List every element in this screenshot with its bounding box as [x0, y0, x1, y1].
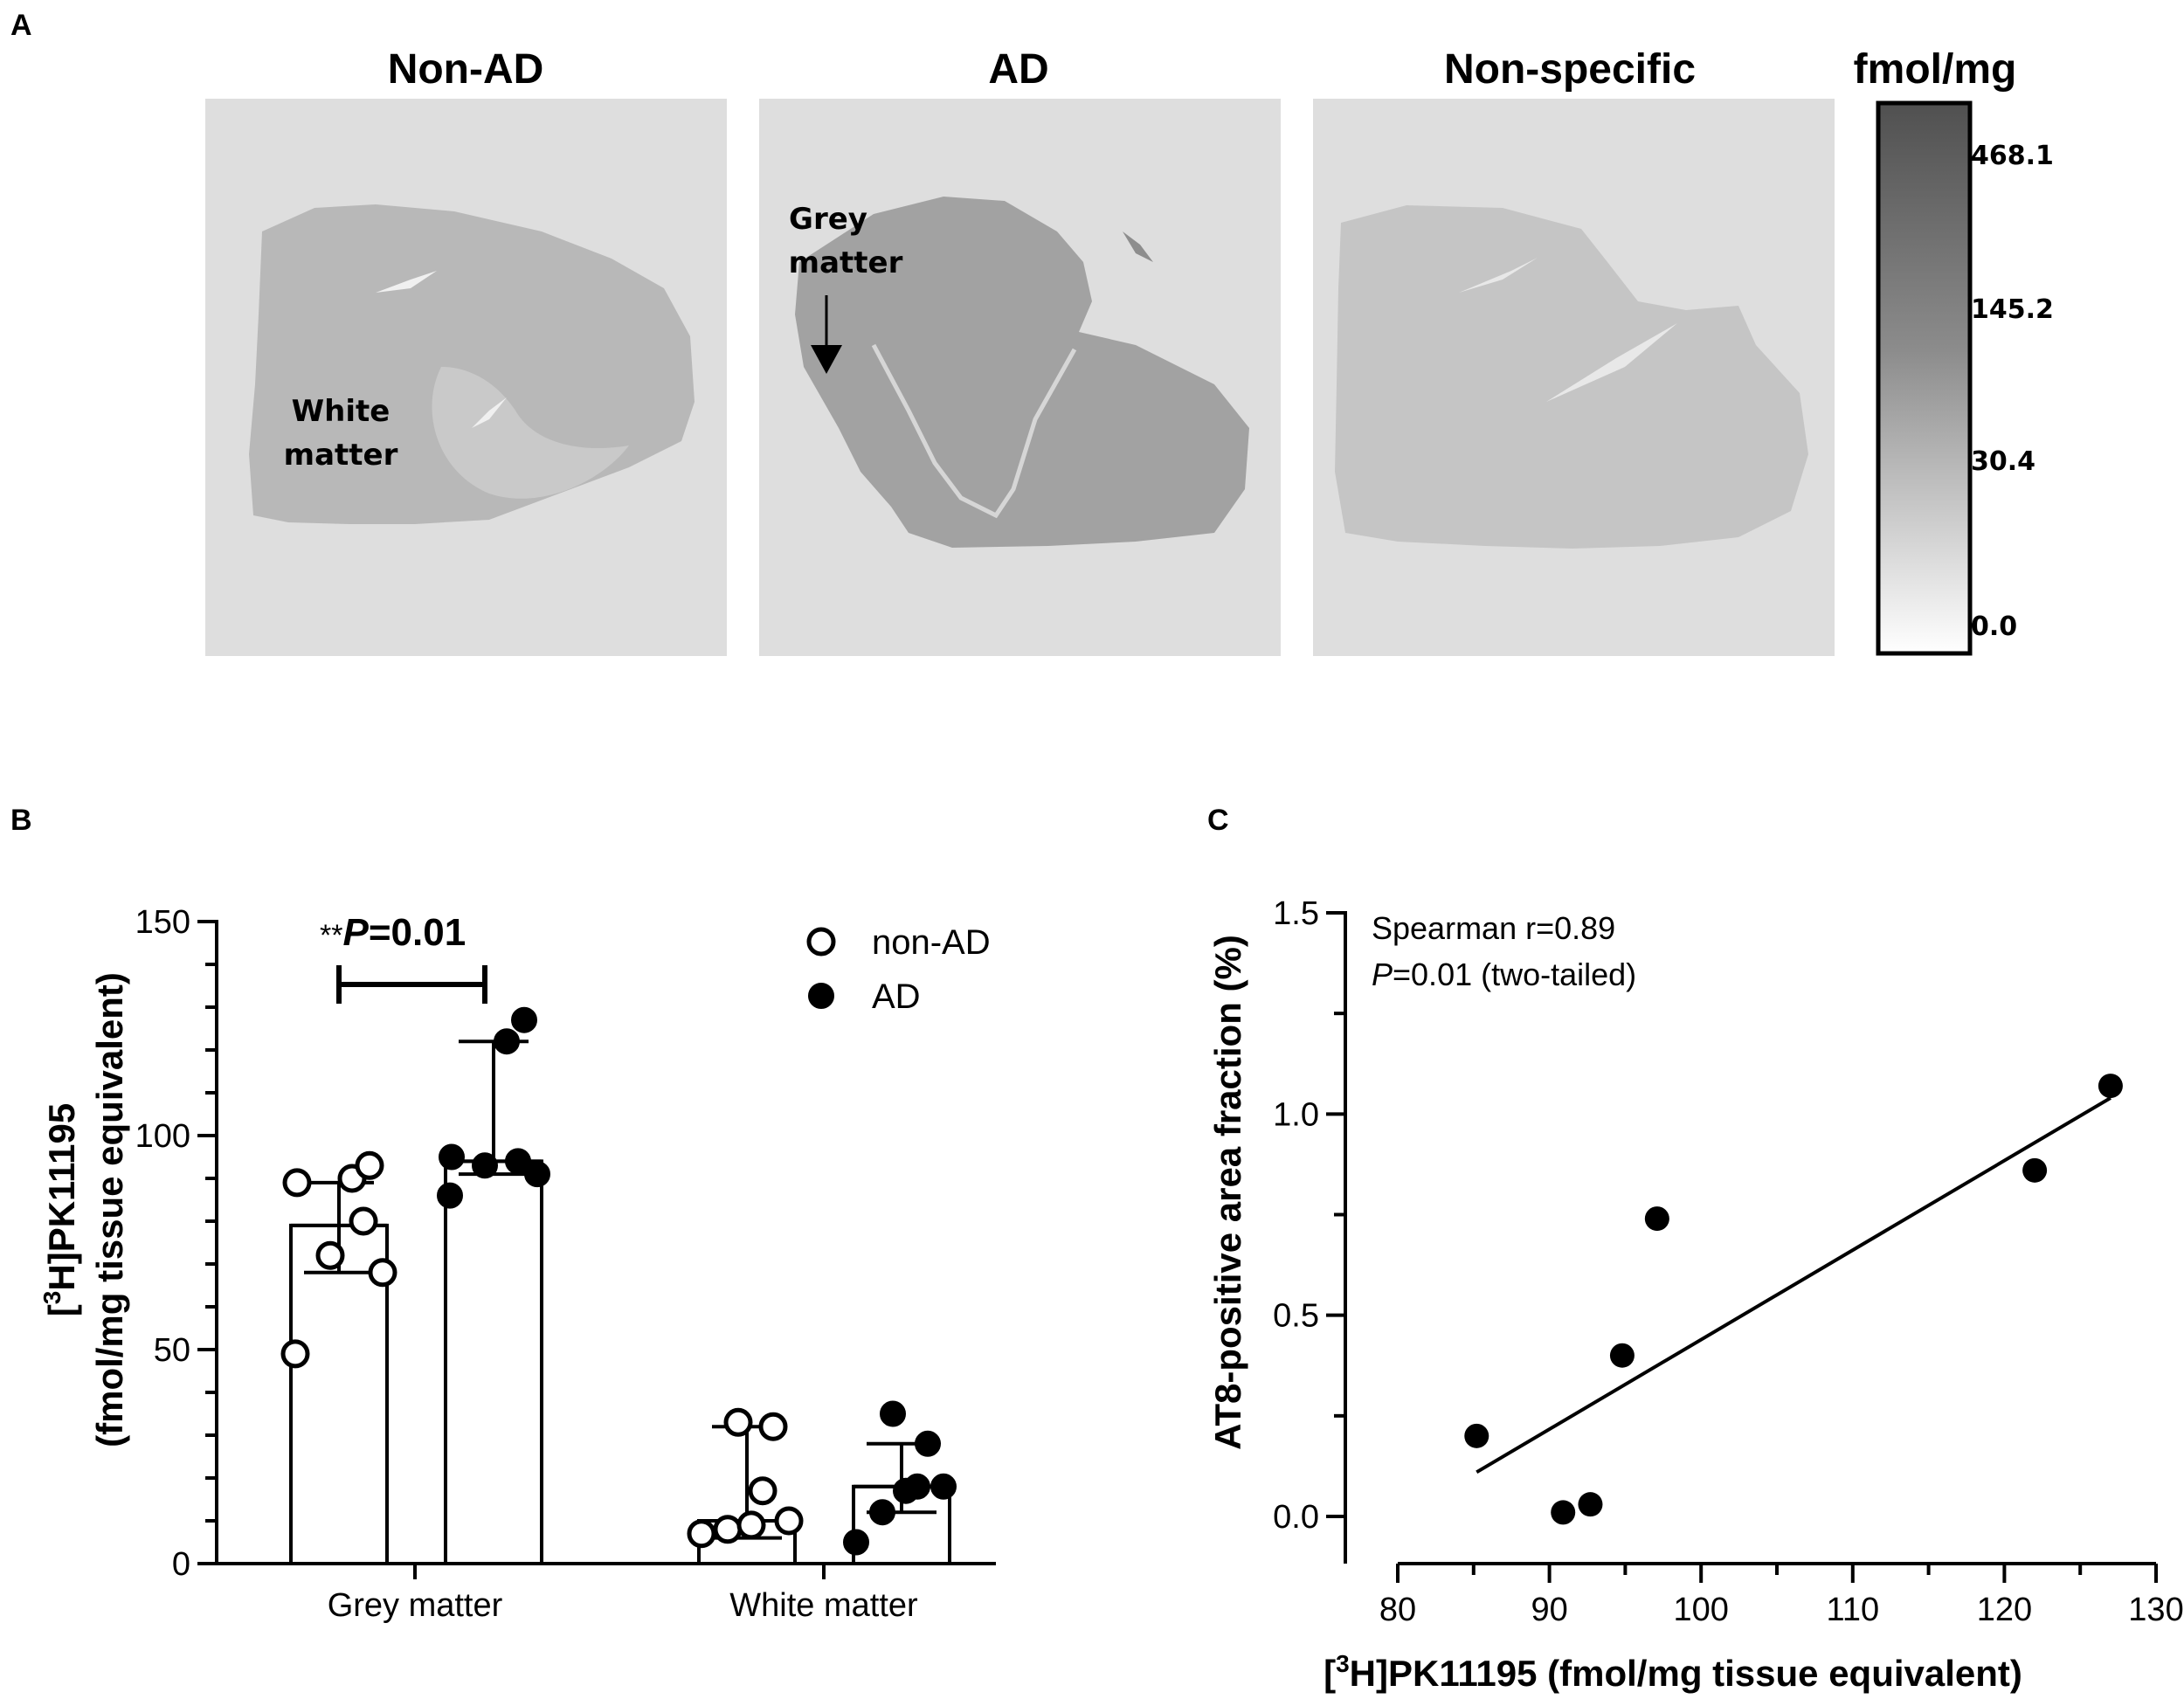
- data-point-non-ad: [748, 1476, 778, 1506]
- data-point-non-ad: [736, 1510, 766, 1540]
- legend-marker-non-ad: [806, 927, 836, 957]
- y-axis-label: AT8-positive area fraction (%): [1207, 935, 1248, 1450]
- colorbar: fmol/mg 468.1 145.2 30.4 0.0: [1854, 46, 2054, 656]
- data-point-non-ad: [280, 1339, 310, 1369]
- data-point-ad: [437, 1182, 463, 1209]
- colorbar-tick: 468.1: [1971, 141, 2054, 171]
- colorbar-tick: 145.2: [1971, 294, 2054, 325]
- y-tick-label: 100: [135, 1118, 190, 1155]
- data-point: [1464, 1423, 1489, 1448]
- data-point-ad: [505, 1148, 531, 1175]
- legend-marker-ad: [808, 983, 834, 1009]
- y-axis-label-line1: [3H]PK11195: [38, 1103, 82, 1316]
- y-tick-label: 1.5: [1273, 895, 1319, 932]
- x-tick-label: 110: [1827, 1592, 1880, 1628]
- data-point: [2022, 1157, 2048, 1183]
- data-point-non-ad: [355, 1150, 384, 1180]
- autoradiograph-non-specific: [1313, 99, 1835, 656]
- data-point-non-ad: [713, 1515, 743, 1544]
- colorbar-unit: fmol/mg: [1854, 46, 2017, 93]
- x-tick-label: 120: [1977, 1592, 2032, 1628]
- spearman-label: Spearman r=0.89: [1372, 910, 1615, 946]
- data-point-ad: [439, 1143, 465, 1171]
- y-tick-label: 1.0: [1273, 1096, 1319, 1133]
- data-point-non-ad: [368, 1258, 397, 1288]
- x-tick-label: 130: [2128, 1592, 2183, 1628]
- autoradiograph-ad: Grey matter: [759, 99, 1281, 656]
- data-point: [1551, 1500, 1576, 1525]
- y-tick-label: 0: [172, 1546, 190, 1583]
- data-point-ad: [915, 1430, 941, 1457]
- title-ad: AD: [988, 46, 1048, 93]
- panel-b-letter: B: [10, 804, 32, 837]
- fit-line: [1476, 1096, 2111, 1475]
- panel-a: A Non-AD AD Non-specific White matter Gr…: [10, 9, 2054, 656]
- data-point-ad: [869, 1499, 895, 1526]
- data-point-ad: [524, 1161, 550, 1188]
- x-tick-label: Grey matter: [328, 1587, 503, 1624]
- data-point-non-ad: [282, 1168, 312, 1198]
- x-tick-label: 80: [1379, 1592, 1416, 1628]
- data-point-ad: [930, 1473, 957, 1500]
- legend-label-non-ad: non-AD: [872, 923, 991, 962]
- y-tick-label: 0.5: [1273, 1298, 1319, 1335]
- x-tick-label: White matter: [729, 1587, 918, 1624]
- y-tick-label: 150: [135, 904, 190, 941]
- label-grey: Grey: [789, 202, 867, 237]
- bar: [444, 1159, 543, 1566]
- y-tick-label: 0.0: [1273, 1499, 1319, 1536]
- panel-a-letter: A: [10, 9, 32, 42]
- stats-annotation: Spearman r=0.89 P=0.01 (two-tailed): [1372, 910, 1636, 992]
- data-point: [1644, 1206, 1669, 1232]
- data-point-non-ad: [315, 1240, 345, 1270]
- title-non-specific: Non-specific: [1444, 46, 1696, 93]
- data-point-ad: [880, 1400, 906, 1427]
- data-point-ad: [511, 1006, 537, 1033]
- title-non-ad: Non-AD: [388, 46, 544, 93]
- x-tick-label: 90: [1531, 1592, 1567, 1628]
- bar: [289, 1223, 389, 1566]
- x-tick-label: 100: [1673, 1592, 1728, 1628]
- data-point: [1609, 1343, 1635, 1368]
- colorbar-tick: 30.4: [1971, 446, 2035, 477]
- data-point-non-ad: [349, 1206, 378, 1236]
- data-point-ad: [904, 1473, 930, 1500]
- label-matter-white: matter: [284, 438, 398, 473]
- data-point-non-ad: [687, 1519, 716, 1549]
- y-axis-label-line2: (fmol/mg tissue equivalent): [89, 972, 130, 1447]
- legend-label-ad: AD: [872, 977, 921, 1016]
- colorbar-tick: 0.0: [1971, 611, 2017, 642]
- data-point-ad: [843, 1529, 869, 1556]
- autoradiograph-non-ad: White matter: [205, 99, 727, 656]
- panel-c-letter: C: [1207, 804, 1229, 837]
- y-tick-label: 50: [154, 1332, 190, 1369]
- data-point-non-ad: [774, 1506, 804, 1536]
- panel-c: C AT8-positive area fraction (%) [3H]PK1…: [1207, 804, 2184, 1694]
- x-axis-label: [3H]PK11195 (fmol/mg tissue equivalent): [1324, 1650, 2022, 1694]
- panel-b: B [3H]PK11195 (fmol/mg tissue equivalent…: [10, 804, 996, 1624]
- data-point-non-ad: [758, 1412, 788, 1441]
- data-point-ad: [472, 1152, 498, 1179]
- p-value-label: P=0.01 (two-tailed): [1372, 957, 1636, 992]
- data-point-ad: [494, 1028, 520, 1055]
- label-white: White: [292, 394, 390, 429]
- label-matter-grey: matter: [789, 245, 903, 280]
- significance-label: **P=0.01: [320, 911, 466, 954]
- data-point: [1578, 1492, 1603, 1517]
- data-point-non-ad: [723, 1407, 753, 1437]
- data-point: [2098, 1074, 2123, 1099]
- y-axis-label: [3H]PK11195 (fmol/mg tissue equivalent): [38, 972, 130, 1447]
